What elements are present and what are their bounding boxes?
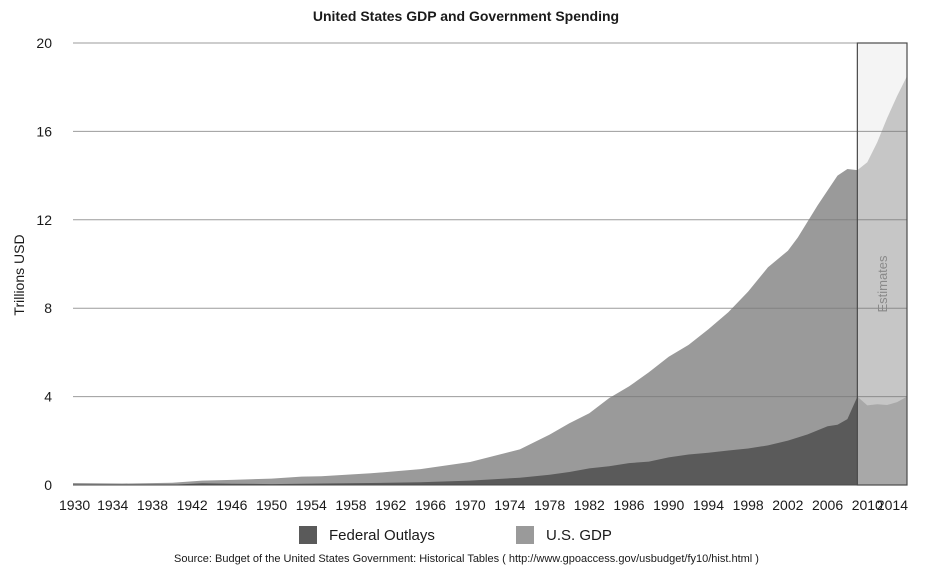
- legend-label-us-gdp: U.S. GDP: [546, 526, 612, 544]
- x-tick-label: 1994: [693, 497, 724, 513]
- y-axis-label: Trillions USD: [11, 234, 27, 315]
- y-tick-label: 20: [36, 35, 52, 51]
- legend-swatch-federal-outlays: [299, 526, 317, 544]
- x-tick-label: 1950: [256, 497, 287, 513]
- x-tick-label: 1998: [733, 497, 764, 513]
- x-tick-label: 1986: [613, 497, 644, 513]
- x-tick-label: 1942: [177, 497, 208, 513]
- x-tick-label: 1974: [494, 497, 525, 513]
- x-tick-label: 1934: [97, 497, 128, 513]
- x-tick-label: 2002: [772, 497, 803, 513]
- x-tick-label: 1970: [455, 497, 486, 513]
- x-tick-label: 2014: [877, 497, 908, 513]
- y-tick-label: 4: [44, 389, 52, 405]
- legend-swatch-us-gdp: [516, 526, 534, 544]
- x-tick-label: 2006: [812, 497, 843, 513]
- y-tick-label: 0: [44, 477, 52, 493]
- legend-label-federal-outlays: Federal Outlays: [329, 526, 435, 544]
- gdp-estimate-area: [857, 76, 907, 485]
- x-tick-label: 1978: [534, 497, 565, 513]
- y-tick-label: 12: [36, 212, 52, 228]
- legend-item-federal-outlays: Federal Outlays: [299, 526, 435, 544]
- x-tick-label: 1930: [59, 497, 90, 513]
- y-tick-label: 8: [44, 300, 52, 316]
- legend: Federal Outlays U.S. GDP: [0, 526, 933, 552]
- x-tick-label: 1966: [415, 497, 446, 513]
- x-tick-label: 1982: [574, 497, 605, 513]
- x-tick-label: 1954: [296, 497, 327, 513]
- outlays-area: [73, 396, 858, 485]
- x-tick-label: 2010: [852, 497, 883, 513]
- legend-item-us-gdp: U.S. GDP: [516, 526, 612, 544]
- outlays-estimate-area: [857, 396, 907, 485]
- chart-title: United States GDP and Government Spendin…: [313, 8, 619, 24]
- source-note: Source: Budget of the United States Gove…: [174, 553, 759, 565]
- x-tick-label: 1962: [375, 497, 406, 513]
- chart-canvas: United States GDP and Government Spendin…: [11, 8, 908, 513]
- x-tick-label: 1958: [335, 497, 366, 513]
- x-tick-label: 1938: [137, 497, 168, 513]
- y-tick-label: 16: [36, 123, 52, 139]
- gdp-area: [73, 169, 858, 485]
- x-tick-label: 1946: [216, 497, 247, 513]
- estimates-label: Estimates: [875, 255, 890, 313]
- x-tick-label: 1990: [653, 497, 684, 513]
